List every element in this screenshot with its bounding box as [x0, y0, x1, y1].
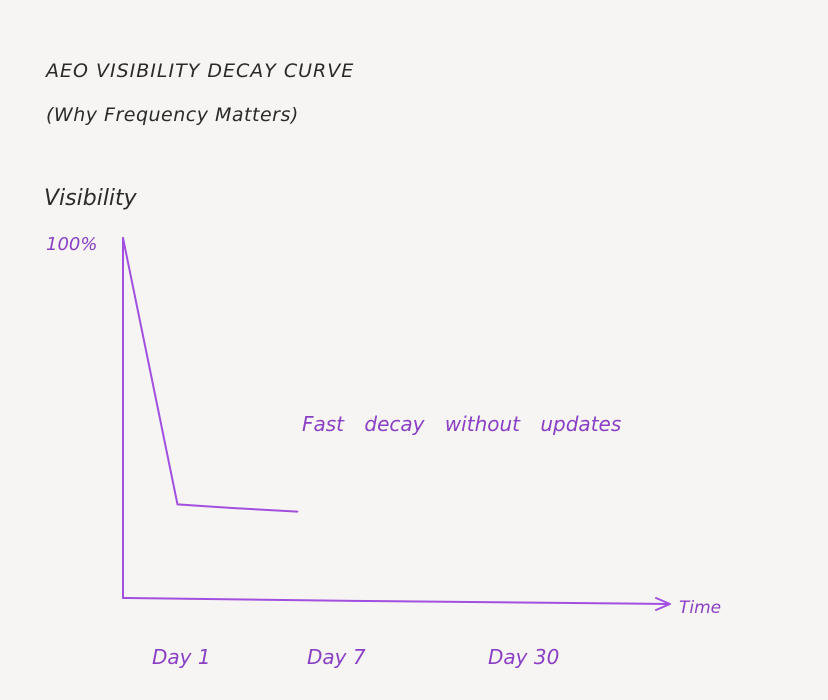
x-axis: [122, 597, 669, 605]
series-line-0: [122, 237, 299, 513]
chart-subtitle: (Why Frequency Matters): [46, 104, 299, 126]
chart-title: AEO VISIBILITY DECAY CURVE: [46, 60, 355, 82]
x-axis-arrowhead: [655, 597, 671, 611]
axes: [122, 237, 671, 611]
x-tick-label-day-30: Day 30: [488, 645, 560, 669]
y-tick-label: 100%: [46, 234, 98, 255]
series-layer: [122, 237, 299, 513]
x-tick-label-day-1: Day 1: [152, 645, 211, 669]
x-tick-label-day-7: Day 7: [307, 645, 366, 669]
x-axis-label: Time: [679, 598, 722, 618]
chart-annotation: Fast decay without updates: [302, 412, 622, 436]
y-axis-label: Visibility: [44, 186, 137, 211]
